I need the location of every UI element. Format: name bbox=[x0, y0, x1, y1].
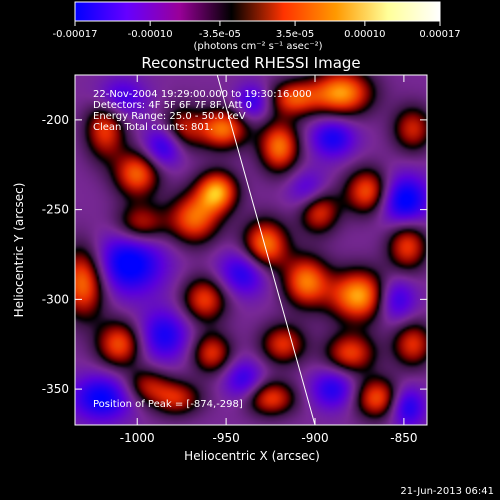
info-text: 22-Nov-2004 19:29:00.000 to 19:30:16.000… bbox=[93, 89, 312, 133]
heatmap-image bbox=[75, 75, 427, 425]
info-line-clean: Clean Total counts: 801. bbox=[93, 122, 213, 133]
y-tick-label: -250 bbox=[42, 203, 69, 217]
colorbar-tick-label: -0.00010 bbox=[128, 29, 173, 40]
colorbar-units: (photons cm⁻² s⁻¹ asec⁻²) bbox=[193, 41, 322, 52]
footer-timestamp: 21-Jun-2013 06:41 bbox=[400, 486, 494, 497]
colorbar-tick-label: -3.5e-05 bbox=[199, 29, 241, 40]
plot-frame bbox=[74, 74, 428, 426]
y-axis-ticks: -200 -250 -300 -350 bbox=[42, 113, 427, 396]
colorbar-tick-label: 0.00010 bbox=[344, 29, 385, 40]
info-line-time: 22-Nov-2004 19:29:00.000 to 19:30:16.000 bbox=[93, 89, 312, 100]
colorbar bbox=[74, 1, 441, 22]
limb-line bbox=[216, 75, 316, 425]
info-line-detectors: Detectors: 4F 5F 6F 7F 8F, Att 0 bbox=[93, 100, 252, 111]
x-tick-label: -900 bbox=[301, 431, 328, 445]
x-axis-ticks: -1000 -950 -900 -850 bbox=[120, 75, 418, 445]
peak-label: Position of Peak = [-874,-298] bbox=[93, 399, 243, 410]
y-axis-label: Heliocentric Y (arcsec) bbox=[12, 183, 26, 318]
x-tick-label: -850 bbox=[390, 431, 417, 445]
x-tick-label: -1000 bbox=[120, 431, 155, 445]
x-axis-label: Heliocentric X (arcsec) bbox=[184, 449, 320, 463]
y-tick-label: -300 bbox=[42, 292, 69, 306]
y-tick-label: -350 bbox=[42, 382, 69, 396]
colorbar-tick-label: -0.00017 bbox=[53, 29, 98, 40]
chart-title: Reconstructed RHESSI Image bbox=[141, 54, 360, 72]
colorbar-tick-label: 0.00017 bbox=[419, 29, 460, 40]
colorbar-tick-label: 3.5e-05 bbox=[276, 29, 314, 40]
x-tick-label: -950 bbox=[212, 431, 239, 445]
colorbar-ticks: -0.00017 -0.00010 -3.5e-05 3.5e-05 0.00010 0.… bbox=[53, 21, 461, 40]
y-tick-label: -200 bbox=[42, 113, 69, 127]
info-line-energy: Energy Range: 25.0 - 50.0 keV bbox=[93, 111, 246, 122]
